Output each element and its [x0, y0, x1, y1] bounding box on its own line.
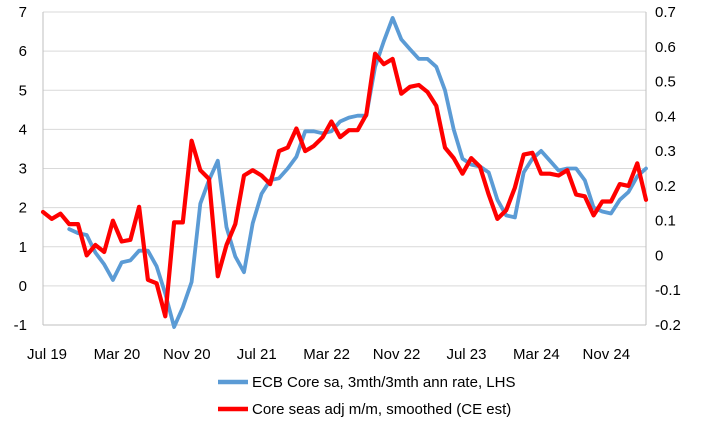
y-right-tick-label: 0.7: [655, 4, 676, 21]
y-right-tick-label: -0.2: [655, 317, 681, 334]
x-tick-label: Mar 20: [94, 346, 141, 363]
y-right-tick-label: -0.1: [655, 282, 681, 299]
y-right-tick-label: 0.3: [655, 143, 676, 160]
y-left-tick-label: 2: [19, 200, 27, 217]
y-right-tick-label: 0.6: [655, 39, 676, 56]
y-left-tick-label: -1: [14, 317, 27, 334]
y-right-tick-label: 0.2: [655, 178, 676, 195]
y-left-tick-label: 0: [19, 278, 27, 295]
legend-label-core-seas-adj: Core seas adj m/m, smoothed (CE est): [252, 401, 511, 418]
y-left-tick-label: 6: [19, 43, 27, 60]
y-right-tick-label: 0: [655, 247, 663, 264]
x-tick-label: Nov 20: [163, 346, 211, 363]
y-right-tick-label: 0.4: [655, 108, 676, 125]
y-left-tick-label: 1: [19, 239, 27, 256]
y-right-tick-label: 0.5: [655, 74, 676, 91]
y-left-tick-label: 7: [19, 4, 27, 21]
x-tick-label: Jul 23: [446, 346, 486, 363]
y-left-tick-label: 4: [19, 121, 27, 138]
x-tick-label: Mar 24: [513, 346, 560, 363]
y-right-tick-label: 0.1: [655, 213, 676, 230]
axes: -1 0 1 2 3 4 5 6 7 -0.2 -0.1 0 0.1 0.2 0.3 0.4 0.5 0.6 0.7…: [14, 4, 681, 363]
x-tick-label: Nov 22: [373, 346, 421, 363]
x-tick-label: Jul 21: [237, 346, 277, 363]
legend-label-ecb-core: ECB Core sa, 3mth/3mth ann rate, LHS: [252, 374, 515, 391]
series: [40, 15, 649, 329]
series-line-ecb-core: [67, 15, 648, 329]
x-tick-label: Nov 24: [583, 346, 631, 363]
y-left-tick-label: 3: [19, 161, 27, 178]
series-line-core-seas-adj: [40, 51, 649, 319]
x-tick-label: Jul 19: [27, 346, 67, 363]
y-left-tick-label: 5: [19, 82, 27, 99]
legend: ECB Core sa, 3mth/3mth ann rate, LHS Cor…: [218, 374, 515, 418]
x-tick-label: Mar 22: [303, 346, 350, 363]
